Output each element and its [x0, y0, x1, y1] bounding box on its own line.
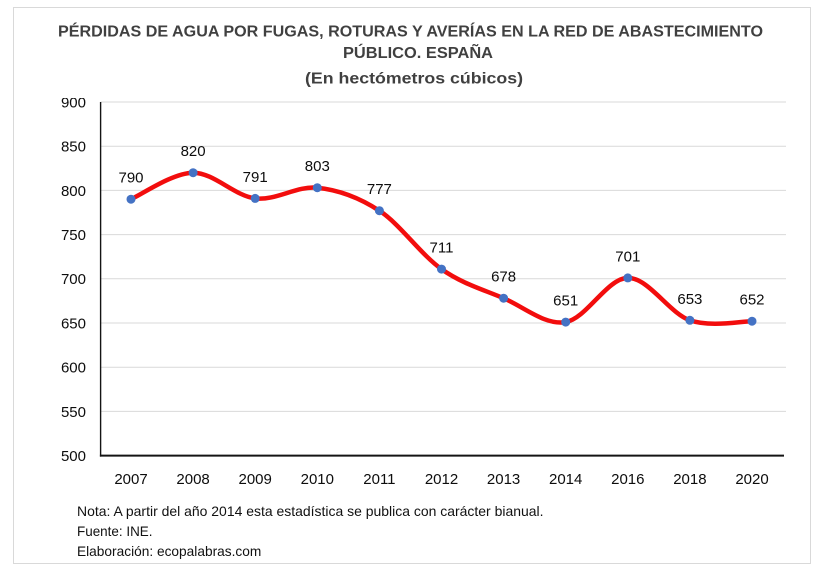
svg-text:2010: 2010: [301, 471, 334, 488]
svg-text:678: 678: [491, 269, 516, 286]
svg-text:791: 791: [243, 169, 268, 186]
svg-text:900: 900: [61, 94, 86, 111]
svg-text:651: 651: [553, 293, 578, 310]
svg-text:750: 750: [61, 227, 86, 244]
svg-text:711: 711: [430, 240, 454, 257]
svg-text:Elaboración: ecopalabras.com: Elaboración: ecopalabras.com: [77, 544, 261, 559]
svg-text:2020: 2020: [735, 471, 768, 488]
svg-text:600: 600: [61, 360, 86, 377]
svg-text:2008: 2008: [176, 471, 209, 488]
svg-text:2009: 2009: [239, 471, 272, 488]
svg-text:Fuente: INE.: Fuente: INE.: [77, 524, 153, 539]
svg-text:653: 653: [677, 291, 702, 308]
svg-text:2011: 2011: [363, 471, 395, 488]
svg-text:Nota: A partir del año 2014 es: Nota: A partir del año 2014 esta estadís…: [77, 504, 544, 519]
svg-text:790: 790: [118, 170, 143, 187]
svg-text:850: 850: [61, 139, 86, 156]
svg-text:2013: 2013: [487, 471, 520, 488]
svg-text:PÉRDIDAS DE AGUA POR FUGAS, RO: PÉRDIDAS DE AGUA POR FUGAS, ROTURAS Y AV…: [58, 22, 763, 41]
svg-text:2014: 2014: [549, 471, 582, 488]
svg-text:2018: 2018: [673, 471, 706, 488]
svg-text:777: 777: [367, 181, 392, 198]
svg-text:803: 803: [305, 158, 330, 175]
svg-text:550: 550: [61, 404, 86, 421]
svg-text:PÚBLICO. ESPAÑA: PÚBLICO. ESPAÑA: [343, 42, 493, 62]
svg-text:2012: 2012: [425, 471, 458, 488]
svg-text:701: 701: [615, 248, 640, 265]
svg-text:700: 700: [61, 271, 86, 288]
svg-text:2007: 2007: [114, 471, 147, 488]
svg-text:500: 500: [61, 448, 86, 465]
svg-text:800: 800: [61, 183, 86, 200]
svg-text:(En hectómetros cúbicos): (En hectómetros cúbicos): [305, 71, 523, 88]
svg-text:820: 820: [181, 143, 206, 160]
svg-text:650: 650: [61, 315, 86, 332]
svg-text:652: 652: [739, 292, 764, 309]
svg-text:2016: 2016: [611, 471, 644, 488]
